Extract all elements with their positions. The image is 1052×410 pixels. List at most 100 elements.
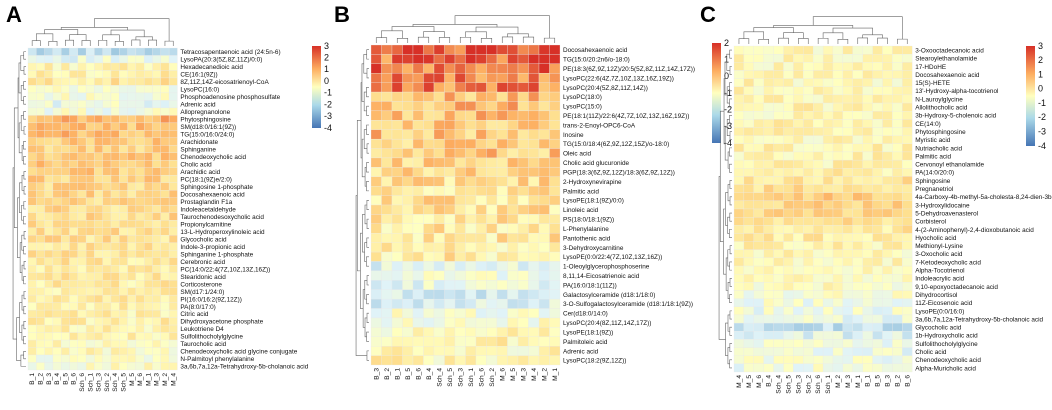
panel-b-heatmap-cell — [496, 129, 508, 140]
panel-a-row-label: Arachidonate — [180, 139, 218, 146]
panel-a-heatmap-cell — [44, 115, 54, 124]
panel-a-heatmap-cell — [127, 279, 137, 288]
panel-b-heatmap-cell — [528, 233, 540, 243]
panel-b-heatmap-cell — [507, 251, 519, 262]
panel-c-heatmap-cell — [733, 159, 745, 169]
panel-c-heatmap-cell — [813, 45, 824, 55]
panel-a-heatmap-cell — [44, 302, 54, 311]
panel-c-heatmap-cell — [852, 94, 863, 104]
panel-b-heatmap-cell — [412, 101, 424, 112]
panel-c-heatmap-cell — [773, 208, 784, 218]
panel-b-heatmap-cell — [465, 289, 477, 300]
panel-b-heatmap-cell — [412, 355, 424, 366]
panel-a-heatmap-cell — [27, 309, 37, 318]
panel-b-colorbar-tick: 2 — [724, 38, 729, 48]
panel-c-heatmap-cell — [813, 86, 824, 96]
panel-b-heatmap-cell — [454, 298, 466, 309]
panel-b-heatmap-cell — [370, 223, 382, 234]
panel-b-heatmap-cell — [549, 120, 561, 130]
panel-a-heatmap-cell — [160, 107, 170, 116]
panel-c-heatmap-cell — [743, 135, 754, 144]
panel-b-heatmap-cell — [402, 204, 414, 215]
panel-c-heatmap-cell — [872, 282, 883, 291]
panel-b-heatmap-cell — [391, 233, 403, 243]
panel-b-heatmap-cell — [549, 157, 561, 168]
panel-c-heatmap-cell — [872, 298, 883, 307]
panel-b-heatmap-cell — [496, 110, 508, 121]
panel-c-heatmap-cell — [822, 274, 834, 283]
panel-c-heatmap-cell — [753, 257, 764, 267]
panel-c-heatmap-cell — [892, 306, 903, 316]
panel-c-heatmap-cell — [803, 265, 814, 275]
panel-c-row-label: LysoPE(0:0/16:0) — [915, 308, 964, 315]
panel-b-heatmap-cell — [381, 327, 393, 337]
panel-b-heatmap-cell — [454, 44, 466, 55]
panel-c-heatmap-cell — [832, 216, 844, 226]
panel-c-heatmap-cell — [832, 192, 844, 201]
panel-a-heatmap-cell — [94, 250, 103, 258]
panel-a-row-label: Stearidonic acid — [180, 274, 226, 281]
panel-c-column-label: Sch_1 — [825, 375, 832, 394]
panel-b-heatmap-cell — [496, 73, 508, 83]
panel-a-heatmap-cell — [119, 347, 128, 356]
panel-c-heatmap-cell — [733, 62, 745, 71]
panel-b-heatmap-cell — [549, 101, 561, 112]
panel-a-row-label: Citric acid — [180, 311, 208, 318]
panel-a-heatmap-cell — [168, 137, 178, 146]
panel-b-heatmap-cell — [549, 251, 561, 262]
panel-a-heatmap-cell — [77, 197, 87, 206]
panel-b-heatmap-cell — [412, 167, 424, 177]
panel-a-heatmap-cell — [127, 62, 137, 71]
panel-c-heatmap-cell — [793, 282, 804, 291]
panel-a-heatmap-cell — [52, 182, 62, 191]
panel-c-heatmap-cell — [813, 322, 824, 332]
panel-b-heatmap-cell — [486, 54, 498, 64]
panel-a-colorbar — [312, 46, 321, 128]
panel-c-heatmap-cell — [803, 54, 814, 63]
panel-b-heatmap-cell — [549, 317, 561, 328]
panel-a-heatmap-cell — [61, 175, 70, 183]
panel-c-heatmap-cell — [862, 135, 873, 144]
panel-a-heatmap-cell — [127, 197, 137, 206]
panel-c-heatmap-cell — [822, 331, 834, 340]
panel-c-heatmap-cell — [872, 94, 883, 104]
panel-b-heatmap-cell — [507, 110, 519, 121]
panel-b-heatmap-cell — [475, 336, 487, 347]
panel-a-colorbar-tick: -3 — [324, 111, 332, 121]
panel-a-heatmap-cell — [102, 302, 112, 311]
panel-b-heatmap-cell — [444, 204, 456, 215]
panel-b-heatmap-cell — [444, 242, 456, 253]
panel-c-row-dendrogram-branch — [729, 326, 732, 336]
panel-c-heatmap-cell — [842, 151, 853, 161]
panel-a-column-dendrogram-branch — [69, 34, 87, 41]
panel-b-heatmap-cell — [528, 73, 540, 83]
panel-a-heatmap-cell — [135, 107, 145, 116]
panel-b-heatmap-cell — [402, 138, 414, 149]
panel-a-heatmap-cell — [69, 332, 78, 341]
panel-b-heatmap-cell — [507, 242, 519, 253]
panel-c-heatmap-cell — [793, 184, 804, 193]
panel-a-heatmap-cell — [135, 250, 145, 258]
panel-c-heatmap-cell — [753, 200, 764, 210]
panel-a-heatmap-cell — [152, 190, 161, 198]
panel-b-heatmap-cell — [496, 157, 508, 168]
panel-c-heatmap-cell — [793, 62, 804, 71]
panel-c-heatmap-cell — [783, 347, 794, 356]
panel-b-heatmap-cell — [475, 261, 487, 272]
panel-a-row-dendrogram-branch — [23, 141, 26, 150]
panel-a-heatmap-cell — [85, 257, 95, 266]
panel-a-row-label: TG(15:0/16:0/24:0) — [180, 132, 234, 139]
panel-a-heatmap-cell — [27, 294, 37, 303]
panel-a-heatmap-cell — [85, 85, 95, 94]
panel-a-heatmap-cell — [119, 309, 128, 318]
panel-a-heatmap-cell — [61, 265, 70, 273]
panel-a-heatmap-cell — [135, 242, 145, 251]
panel-b-heatmap-cell — [465, 346, 477, 356]
panel-c-heatmap-cell — [852, 184, 863, 193]
panel-a-heatmap-cell — [77, 92, 87, 101]
panel-c-heatmap-cell — [822, 241, 834, 250]
panel-a-heatmap-cell — [44, 107, 54, 116]
panel-b-heatmap-cell — [381, 63, 393, 74]
panel-c-heatmap-cell — [872, 339, 883, 348]
panel-a-heatmap-cell — [119, 190, 128, 198]
